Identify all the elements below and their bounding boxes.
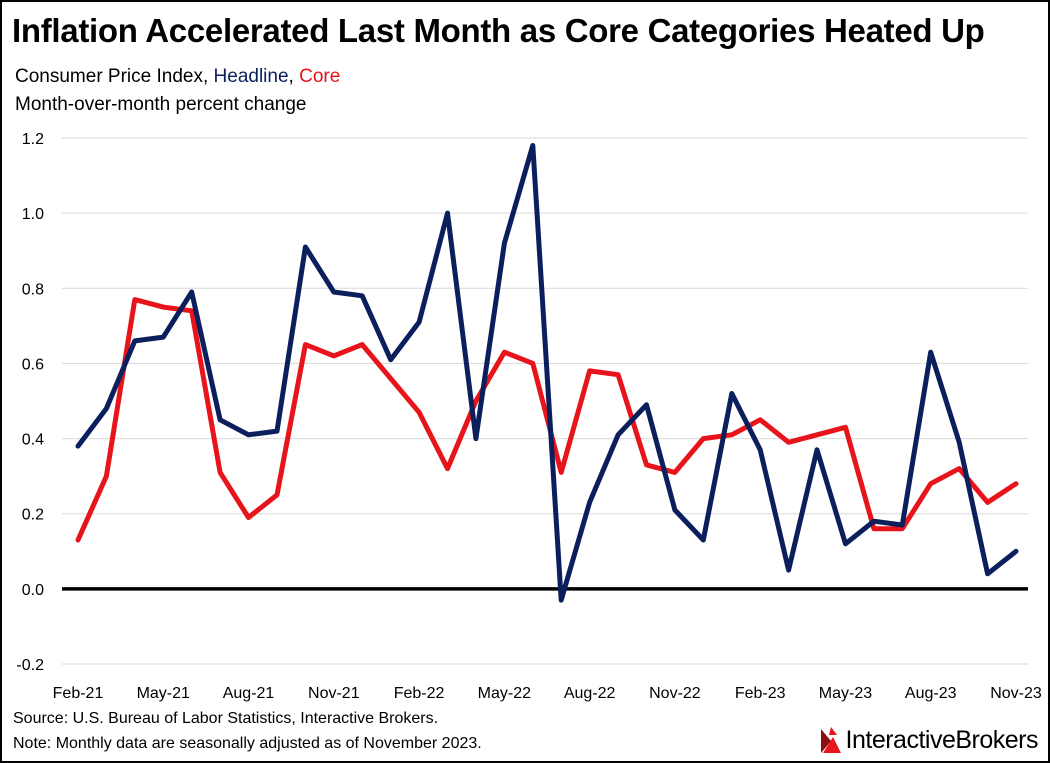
x-tick-label: Nov-23 bbox=[990, 685, 1042, 702]
series-line-core bbox=[75, 297, 1019, 543]
y-tick-label: 0.4 bbox=[22, 432, 44, 449]
y-tick-label: 0.0 bbox=[22, 582, 44, 599]
y-tick-label: 0.8 bbox=[22, 281, 44, 298]
y-tick-label: 1.2 bbox=[22, 131, 44, 148]
interactive-brokers-logo: InteractiveBrokers bbox=[819, 725, 1039, 755]
x-tick-label: May-22 bbox=[478, 685, 531, 702]
x-tick-label: Feb-21 bbox=[53, 685, 104, 702]
gridlines bbox=[62, 137, 1028, 665]
y-tick-label: 1.0 bbox=[22, 206, 44, 223]
chart-title: Inflation Accelerated Last Month as Core… bbox=[12, 12, 985, 49]
footnote: Note: Monthly data are seasonally adjust… bbox=[13, 735, 482, 752]
y-axis-ticks: -0.2 0.0 0.2 0.4 0.6 0.8 1.0 1.2 bbox=[16, 131, 44, 674]
x-tick-label: Aug-23 bbox=[905, 685, 957, 702]
x-tick-label: Nov-21 bbox=[308, 685, 360, 702]
x-tick-label: May-21 bbox=[137, 685, 190, 702]
x-tick-label: Nov-22 bbox=[649, 685, 701, 702]
series-lines bbox=[75, 143, 1019, 603]
legend-core-label: Core bbox=[299, 66, 341, 87]
y-tick-label: 0.6 bbox=[22, 356, 44, 373]
y-tick-label: -0.2 bbox=[16, 657, 44, 674]
legend-headline-label: Headline bbox=[213, 66, 289, 87]
x-tick-label: Feb-23 bbox=[735, 685, 786, 702]
y-tick-label: 0.2 bbox=[22, 507, 44, 524]
subtitle-prefix: Consumer Price Index, bbox=[15, 66, 214, 87]
interactive-brokers-logo-icon bbox=[820, 727, 841, 753]
source-note: Source: U.S. Bureau of Labor Statistics,… bbox=[13, 710, 439, 727]
subtitle-comma: , bbox=[288, 66, 294, 87]
x-tick-label: Feb-22 bbox=[394, 685, 445, 702]
x-axis-ticks: Feb-21 May-21 Aug-21 Nov-21 Feb-22 May-22 Aug-… bbox=[53, 685, 1042, 702]
x-tick-label: Aug-22 bbox=[564, 685, 616, 702]
x-tick-label: Aug-21 bbox=[223, 685, 275, 702]
chart-units-label: Month-over-month percent change bbox=[15, 94, 307, 115]
x-tick-label: May-23 bbox=[819, 685, 872, 702]
chart-subtitle: Consumer Price Index, Headline, Core bbox=[15, 66, 340, 88]
logo-text: InteractiveBrokers bbox=[845, 725, 1039, 754]
series-line-headline bbox=[75, 143, 1019, 603]
